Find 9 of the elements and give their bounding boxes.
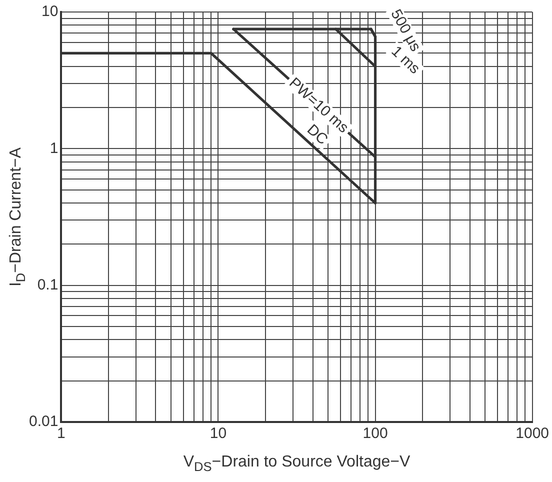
x-tick-label: 1000 bbox=[516, 425, 550, 442]
y-tick-label: 10 bbox=[42, 3, 58, 20]
y-tick-label: 1 bbox=[50, 140, 58, 157]
y-tick-label: 0.01 bbox=[28, 413, 58, 430]
x-tick-label: 10 bbox=[210, 425, 227, 442]
x-tick-label: 100 bbox=[362, 425, 388, 442]
y-tick-label: 0.1 bbox=[37, 276, 58, 294]
y-axis-title: ID−Drain Current−A bbox=[7, 147, 28, 287]
text: DC bbox=[304, 121, 332, 148]
